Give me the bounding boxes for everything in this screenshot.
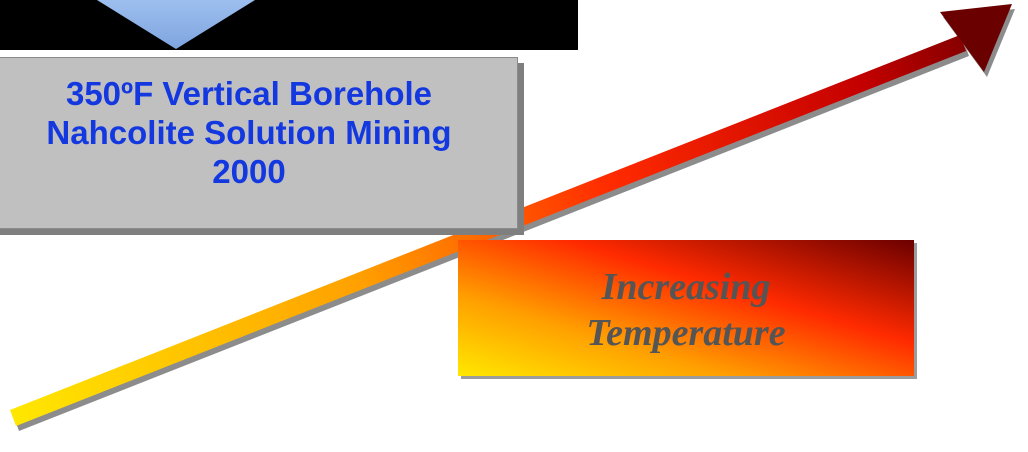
arrow-head-icon	[940, 4, 1012, 72]
arrow-shaft	[10, 35, 966, 426]
process-info-box: 350ºF Vertical Borehole Nahcolite Soluti…	[0, 57, 518, 229]
info-box-line-3: 2000	[212, 153, 286, 190]
top-black-band	[0, 0, 578, 50]
info-box-line-2: Nahcolite Solution Mining	[46, 114, 452, 151]
down-pointer-icon	[97, 0, 255, 49]
temperature-label-line-1: Increasing	[601, 266, 771, 308]
increasing-temperature-label: Increasing Temperature	[458, 240, 914, 376]
temperature-label-line-2: Temperature	[586, 312, 786, 354]
info-box-line-1: 350ºF Vertical Borehole	[65, 75, 433, 112]
